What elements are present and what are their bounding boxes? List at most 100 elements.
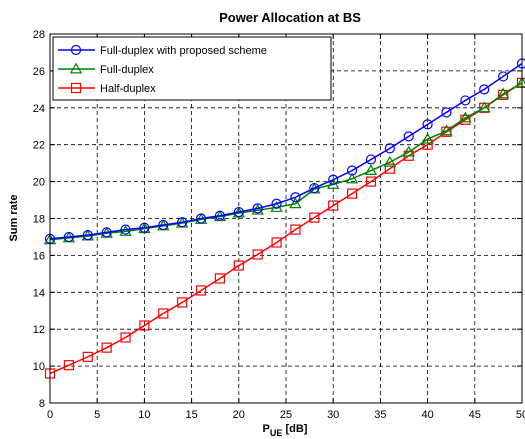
circle-marker (309, 182, 320, 194)
circle-marker (177, 217, 188, 228)
legend-label: Full-duplex (100, 64, 154, 76)
square-marker (365, 176, 377, 187)
x-tick-label: 0 (47, 409, 53, 421)
y-tick-label: 18 (33, 214, 45, 226)
square-marker (82, 351, 93, 362)
square-marker (422, 139, 433, 150)
y-tick-label: 28 (33, 29, 45, 41)
series-line (49, 62, 523, 240)
circle-marker (460, 95, 471, 106)
y-tick-label: 14 (33, 287, 45, 299)
legend-entry: Full-duplex with proposed scheme (58, 44, 267, 57)
y-axis-label: Sum rate (8, 194, 20, 241)
series-circle (44, 58, 525, 244)
square-marker (63, 360, 74, 371)
circle-marker (70, 44, 82, 56)
square-marker (309, 212, 320, 223)
circle-marker (120, 224, 131, 235)
triangle-marker (459, 111, 472, 123)
x-tick-label: 25 (280, 409, 292, 421)
x-axis-label-main: P (263, 423, 270, 435)
series-line (49, 82, 523, 375)
legend-label: Half-duplex (100, 83, 156, 95)
circle-marker (82, 230, 93, 241)
legend-entry: Half-duplex (58, 82, 156, 95)
y-tick-label: 26 (33, 66, 45, 78)
triangle-marker (270, 201, 283, 212)
circle-marker (403, 131, 414, 142)
circle-marker (139, 222, 150, 233)
x-tick-label: 20 (233, 409, 245, 421)
legend: Full-duplex with proposed scheme Full-dup… (52, 36, 332, 101)
triangle-marker (421, 132, 434, 144)
square-marker (328, 200, 339, 211)
series-square (44, 77, 525, 379)
triangle-marker (478, 101, 491, 113)
square-marker (195, 285, 207, 296)
square-marker (214, 273, 226, 284)
circle-marker (441, 107, 452, 118)
square-marker (120, 332, 131, 343)
x-tick-label: 30 (327, 409, 339, 421)
triangle-marker (289, 197, 302, 209)
x-tick-label: 50 (516, 409, 525, 421)
square-marker (70, 82, 82, 94)
y-tick-label: 10 (33, 361, 45, 373)
x-tick-label: 45 (469, 409, 481, 421)
circle-marker (233, 206, 244, 218)
square-marker (233, 260, 244, 271)
ticks: 0 5 10 15 20 25 30 35 40 45 50 8 10 12 14 16 18 20 22 24 26 2… (33, 29, 525, 421)
square-marker (498, 89, 509, 100)
y-tick-label: 8 (39, 398, 45, 410)
circle-marker (214, 210, 226, 221)
square-marker (177, 297, 188, 308)
circle-marker (365, 154, 377, 165)
square-marker (271, 237, 282, 248)
x-axis-label: PUE [dB] (263, 423, 308, 438)
square-marker (101, 342, 112, 353)
chart-title: Power Allocation at BS (219, 10, 361, 25)
x-tick-label: 15 (185, 409, 197, 421)
x-tick-label: 35 (374, 409, 386, 421)
circle-marker (252, 203, 263, 214)
triangle-marker (69, 62, 83, 74)
x-axis-label-subscript: UE (270, 428, 283, 438)
square-marker (346, 188, 358, 199)
circle-marker (498, 71, 509, 82)
square-marker (441, 126, 452, 137)
circle-marker (384, 143, 395, 154)
square-marker (139, 320, 150, 331)
circle-marker (101, 227, 112, 238)
circle-marker (346, 165, 358, 176)
square-marker (290, 224, 301, 235)
triangle-marker (119, 225, 132, 236)
triangle-marker (364, 164, 378, 176)
triangle-marker (383, 155, 397, 167)
circle-marker (328, 174, 339, 185)
triangle-marker (345, 172, 359, 184)
circle-marker (422, 119, 433, 130)
legend-box (52, 36, 332, 101)
x-axis-label-unit: [dB] (282, 423, 307, 435)
circle-marker (63, 231, 74, 243)
circle-marker (195, 213, 207, 224)
square-marker (252, 249, 263, 260)
circle-marker (290, 192, 301, 203)
square-marker (158, 308, 169, 319)
square-marker (384, 163, 395, 174)
x-tick-label: 5 (94, 409, 100, 421)
y-tick-label: 12 (33, 324, 45, 336)
y-tick-label: 24 (33, 103, 45, 115)
circle-marker (271, 198, 282, 209)
triangle-marker (402, 145, 415, 157)
x-tick-label: 10 (138, 409, 150, 421)
legend-label: Full-duplex with proposed scheme (100, 45, 267, 57)
series-layer (43, 58, 525, 379)
y-tick-label: 22 (33, 140, 45, 152)
legend-entry: Full-duplex (58, 62, 154, 76)
circle-marker (158, 219, 169, 231)
y-tick-label: 16 (33, 250, 45, 262)
triangle-marker (440, 124, 453, 136)
circle-marker (479, 84, 490, 95)
